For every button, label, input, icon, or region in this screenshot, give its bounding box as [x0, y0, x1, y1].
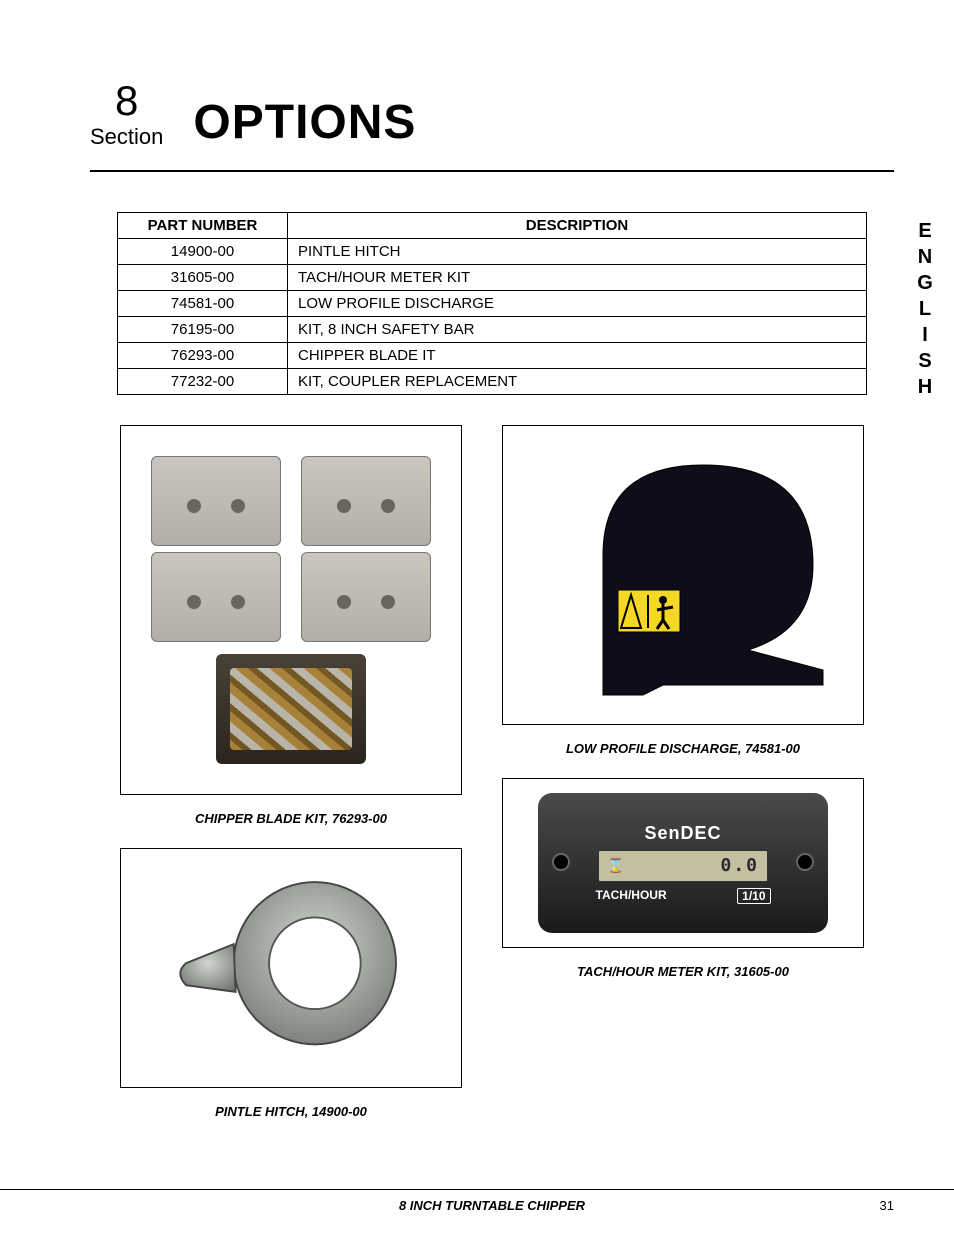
hourglass-icon: ⌛: [607, 858, 624, 874]
section-label: Section: [90, 124, 163, 150]
section-header: 8 Section OPTIONS: [90, 80, 894, 172]
cell-desc: LOW PROFILE DISCHARGE: [288, 291, 867, 317]
cell-desc: KIT, COUPLER REPLACEMENT: [288, 369, 867, 395]
language-tab: ENGLISH: [913, 220, 936, 402]
section-number: 8: [90, 80, 163, 122]
mounting-hole-icon: [552, 853, 570, 871]
table-row: 74581-00LOW PROFILE DISCHARGE: [118, 291, 867, 317]
figure-pintle-hitch: [120, 848, 462, 1088]
cell-pn: 14900-00: [118, 239, 288, 265]
cell-pn: 74581-00: [118, 291, 288, 317]
table-row: 31605-00TACH/HOUR METER KIT: [118, 265, 867, 291]
parts-table: PART NUMBER DESCRIPTION 14900-00PINTLE H…: [117, 212, 867, 395]
cell-desc: KIT, 8 INCH SAFETY BAR: [288, 317, 867, 343]
meter-label-fraction: 1/10: [737, 888, 770, 904]
col-header-description: DESCRIPTION: [288, 213, 867, 239]
chipper-blade-icon: [301, 456, 431, 546]
page: ENGLISH 8 Section OPTIONS PART NUMBER DE…: [0, 0, 954, 1235]
hardware-bag-icon: [216, 654, 366, 764]
cell-pn: 31605-00: [118, 265, 288, 291]
cell-pn: 76195-00: [118, 317, 288, 343]
table-row: 76195-00KIT, 8 INCH SAFETY BAR: [118, 317, 867, 343]
figures-grid: CHIPPER BLADE KIT, 76293-00 PINTLE HITCH…: [90, 425, 894, 1141]
meter-brand: SenDEC: [644, 823, 721, 844]
mounting-hole-icon: [796, 853, 814, 871]
meter-reading: 0.0: [720, 855, 759, 876]
section-title: OPTIONS: [193, 95, 416, 150]
section-number-block: 8 Section: [90, 80, 163, 150]
caption-chipper-blade: CHIPPER BLADE KIT, 76293-00: [120, 811, 462, 826]
table-row: 77232-00KIT, COUPLER REPLACEMENT: [118, 369, 867, 395]
meter-lcd: ⌛ 0.0: [598, 850, 768, 882]
discharge-chute-icon: [513, 435, 853, 715]
caption-tach-meter: TACH/HOUR METER KIT, 31605-00: [502, 964, 864, 979]
caption-low-profile: LOW PROFILE DISCHARGE, 74581-00: [502, 741, 864, 756]
meter-label-tachhour: TACH/HOUR: [596, 888, 667, 904]
col-header-part-number: PART NUMBER: [118, 213, 288, 239]
meter-body: SenDEC ⌛ 0.0 TACH/HOUR 1/10: [538, 793, 828, 933]
table-row: 76293-00CHIPPER BLADE IT: [118, 343, 867, 369]
chipper-blade-icon: [151, 552, 281, 642]
cell-desc: PINTLE HITCH: [288, 239, 867, 265]
page-footer: 8 INCH TURNTABLE CHIPPER 31: [0, 1189, 954, 1213]
chipper-blade-icon: [151, 456, 281, 546]
footer-doc-title: 8 INCH TURNTABLE CHIPPER: [130, 1198, 854, 1213]
chipper-blade-icon: [301, 552, 431, 642]
cell-desc: CHIPPER BLADE IT: [288, 343, 867, 369]
table-row: 14900-00PINTLE HITCH: [118, 239, 867, 265]
pintle-hitch-icon: [166, 863, 416, 1073]
figure-low-profile-discharge: [502, 425, 864, 725]
cell-desc: TACH/HOUR METER KIT: [288, 265, 867, 291]
figures-left-column: CHIPPER BLADE KIT, 76293-00 PINTLE HITCH…: [120, 425, 462, 1141]
footer-page-number: 31: [854, 1198, 894, 1213]
cell-pn: 77232-00: [118, 369, 288, 395]
meter-labels: TACH/HOUR 1/10: [596, 888, 771, 904]
caption-pintle-hitch: PINTLE HITCH, 14900-00: [120, 1104, 462, 1119]
cell-pn: 76293-00: [118, 343, 288, 369]
figure-chipper-blade-kit: [120, 425, 462, 795]
figures-right-column: LOW PROFILE DISCHARGE, 74581-00 SenDEC ⌛…: [502, 425, 864, 1141]
figure-tach-hour-meter: SenDEC ⌛ 0.0 TACH/HOUR 1/10: [502, 778, 864, 948]
